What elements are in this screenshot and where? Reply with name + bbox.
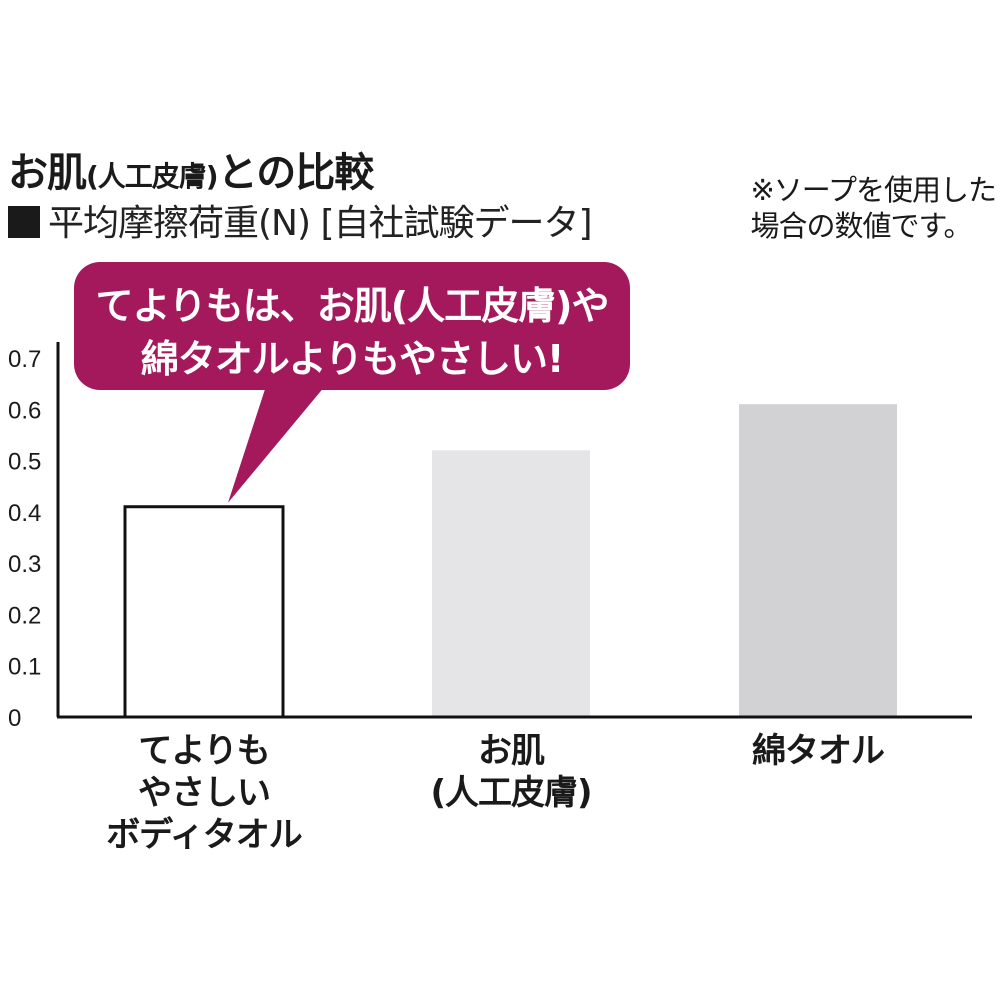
y-tick-label: 0 — [8, 705, 21, 732]
bar-1 — [123, 505, 285, 719]
y-tick-label: 0.4 — [8, 500, 41, 527]
footnote: ※ソープを使用した 場合の数値です。 — [750, 173, 997, 243]
x-tick-label: てよりも やさしい ボディタオル — [106, 731, 303, 855]
callout-line-1: てよりもは、お肌(人工皮膚)や — [95, 284, 610, 328]
x-tick-label: 綿タオル — [752, 731, 885, 771]
chart-subtitle: 平均摩擦荷重(N) [自社試験データ] — [8, 194, 593, 246]
x-tick-label: お肌 (人工皮膚) — [430, 731, 592, 813]
bar-3 — [739, 404, 897, 717]
callout-tail — [228, 380, 330, 503]
y-tick-label: 0.6 — [8, 397, 41, 424]
callout-bubble — [74, 262, 630, 390]
y-tick-label: 0.7 — [8, 346, 41, 373]
y-tick-label: 0.5 — [8, 449, 41, 476]
square-bullet-icon — [8, 206, 40, 238]
bar-2 — [432, 450, 590, 717]
y-tick-label: 0.1 — [8, 654, 41, 681]
chart-title: お肌(人工皮膚)との比較 — [8, 150, 374, 196]
y-tick-label: 0.3 — [8, 551, 41, 578]
callout-line-2: 綿タオルよりもやさしい! — [140, 337, 565, 381]
y-tick-label: 0.2 — [8, 602, 41, 629]
